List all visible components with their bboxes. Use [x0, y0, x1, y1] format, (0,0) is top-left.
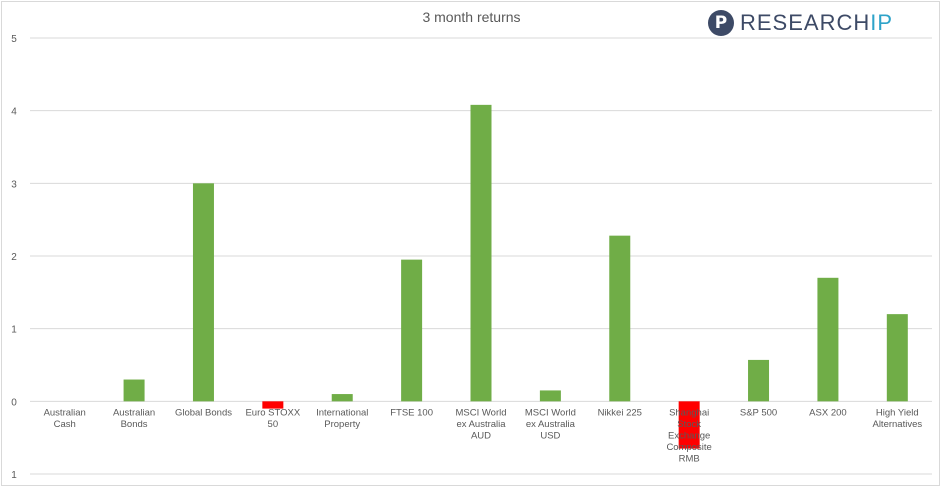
- bar: [123, 379, 145, 402]
- x-tick-label: MSCI World: [455, 407, 506, 418]
- bar: [401, 259, 423, 402]
- logo-mark-icon: P: [708, 10, 734, 36]
- bar: [886, 314, 908, 402]
- y-tick-label: 4: [11, 107, 17, 118]
- research-ip-logo: P RESEARCH IP: [708, 9, 893, 37]
- x-tick-label: MSCI World: [525, 407, 576, 418]
- x-tick-label: Alternatives: [872, 419, 922, 430]
- logo-text: RESEARCH: [740, 10, 871, 35]
- bar: [609, 235, 631, 402]
- x-tick-label: Stock: [677, 419, 701, 430]
- y-tick-label: 3: [11, 179, 17, 190]
- x-tick-label: Shanghai: [669, 407, 709, 418]
- bar: [331, 394, 353, 402]
- x-tick-label: ex Australia: [456, 419, 506, 430]
- x-tick-label: USD: [540, 430, 560, 441]
- x-tick-label: Euro STOXX: [245, 407, 300, 418]
- x-tick-label: Property: [324, 419, 360, 430]
- x-tick-label: 50: [268, 419, 279, 430]
- bar: [539, 390, 561, 402]
- x-tick-label: Exchange: [668, 430, 710, 441]
- x-tick-label: ASX 200: [809, 407, 847, 418]
- x-tick-label: High Yield: [876, 407, 919, 418]
- x-tick-label: AUD: [471, 430, 491, 441]
- bar: [470, 104, 492, 402]
- bar: [192, 183, 214, 402]
- x-tick-label: ex Australia: [526, 419, 576, 430]
- x-tick-label: Global Bonds: [175, 407, 232, 418]
- y-tick-label: 5: [11, 34, 17, 45]
- x-tick-label: S&P 500: [740, 407, 777, 418]
- logo-accent: IP: [870, 10, 894, 35]
- x-tick-label: FTSE 100: [390, 407, 433, 418]
- y-tick-label: 2: [11, 252, 17, 263]
- bar: [748, 359, 770, 402]
- x-tick-label: Bonds: [121, 419, 148, 430]
- x-tick-label: Composite: [666, 442, 711, 453]
- chart-title: 3 month returns: [422, 9, 521, 25]
- bar: [817, 277, 839, 402]
- x-tick-label: Nikkei 225: [598, 407, 642, 418]
- x-tick-label: Australian: [44, 407, 86, 418]
- x-tick-label: RMB: [679, 453, 700, 464]
- x-tick-label: Cash: [54, 419, 76, 430]
- bar: [262, 401, 284, 409]
- y-tick-label: 1: [11, 325, 17, 336]
- y-tick-label: 1: [11, 470, 17, 481]
- x-tick-label: International: [316, 407, 368, 418]
- x-tick-label: Australian: [113, 407, 155, 418]
- y-tick-label: 0: [11, 397, 17, 408]
- bar: [678, 401, 700, 449]
